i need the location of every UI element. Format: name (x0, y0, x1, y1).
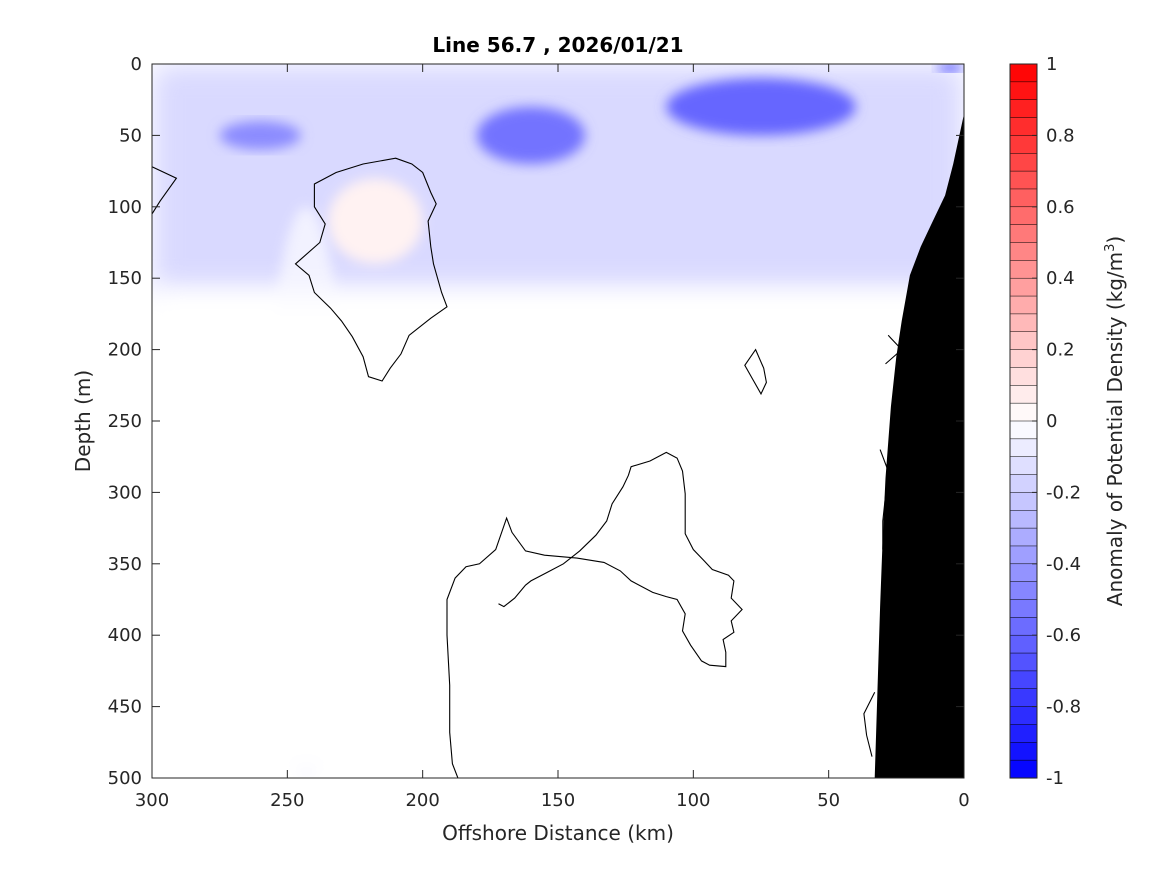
colorbar-level-38 (1009, 742, 1038, 761)
colorbar-level-34 (1009, 670, 1038, 690)
colorbar-level-2 (1009, 99, 1038, 119)
zero-contour-6 (863, 692, 876, 757)
colorbar-tick-label-9: -0.8 (1046, 697, 1081, 718)
colorbar-level-10 (1009, 242, 1038, 261)
colorbar-level-23 (1009, 474, 1038, 493)
y-tick-label-400: 400 (108, 625, 142, 646)
y-tick-label-250: 250 (108, 411, 142, 432)
colorbar-tick-label-6: -0.2 (1046, 482, 1081, 503)
colorbar-level-20 (1009, 420, 1038, 440)
colorbar-level-0 (1009, 63, 1038, 83)
y-tick-label-150: 150 (108, 268, 142, 289)
colorbar-level-37 (1009, 724, 1038, 743)
colorbar-level-25 (1009, 510, 1038, 529)
y-tick-label-50: 50 (119, 125, 142, 146)
colorbar-level-3 (1009, 117, 1038, 136)
colorbar-tick-label-2: 0.6 (1046, 197, 1075, 218)
colorbar-level-21 (1009, 438, 1038, 458)
colorbar-level-22 (1009, 456, 1038, 476)
field-region-1 (666, 78, 856, 136)
y-tick-label-350: 350 (108, 554, 142, 575)
x-tick-label-50: 50 (817, 790, 840, 811)
colorbar-tick-label-4: 0.2 (1046, 340, 1075, 361)
field-region-2 (476, 106, 586, 164)
x-tick-label-250: 250 (270, 790, 304, 811)
colorbar-label-superscript: 3 (1103, 244, 1118, 252)
colorbar-level-32 (1009, 634, 1038, 654)
y-axis: 0 50 100 150 200 250 300 350 400 450 500 (108, 54, 964, 789)
colorbar-level-17 (1009, 367, 1038, 386)
x-tick-label-150: 150 (541, 790, 575, 811)
colorbar-level-1 (1009, 81, 1038, 101)
colorbar: 1 0.8 0.6 0.4 0.2 0 -0.2 -0.4 -0.6 -0.8 -1 (1009, 54, 1081, 789)
y-axis-label: Depth (m) (71, 370, 95, 472)
colorbar-level-35 (1009, 688, 1038, 708)
colorbar-tick-label-10: -1 (1046, 768, 1064, 789)
colorbar-level-11 (1009, 260, 1038, 279)
colorbar-level-26 (1009, 527, 1038, 547)
colorbar-level-33 (1009, 652, 1038, 672)
colorbar-level-6 (1009, 170, 1038, 190)
colorbar-level-30 (1009, 599, 1038, 618)
zero-contour-0 (294, 157, 448, 382)
y-tick-label-500: 500 (108, 768, 142, 789)
zero-contour-1 (152, 166, 178, 215)
y-tick-label-0: 0 (131, 54, 142, 75)
colorbar-label: Anomaly of Potential Density (kg/m3) (1103, 236, 1127, 606)
density-anomaly-field (152, 64, 964, 778)
zero-contour-lines (152, 157, 903, 778)
colorbar-level-14 (1009, 313, 1038, 333)
x-tick-label-300: 300 (135, 790, 169, 811)
colorbar-level-8 (1009, 206, 1038, 226)
colorbar-level-9 (1009, 224, 1038, 244)
colorbar-level-19 (1009, 402, 1038, 422)
y-tick-label-100: 100 (108, 197, 142, 218)
colorbar-tick-label-5: 0 (1046, 411, 1057, 432)
colorbar-level-12 (1009, 277, 1038, 297)
colorbar-label-suffix: ) (1103, 236, 1127, 244)
colorbar-level-15 (1009, 331, 1038, 351)
chart-title: Line 56.7 , 2026/01/21 (432, 33, 683, 57)
colorbar-level-29 (1009, 581, 1038, 601)
colorbar-level-5 (1009, 153, 1038, 172)
colorbar-level-4 (1009, 135, 1038, 154)
zero-contour-2 (446, 451, 743, 778)
zero-contour-3 (744, 348, 767, 396)
field-region-4 (936, 64, 964, 72)
field-region-3 (219, 121, 301, 150)
plot-area (151, 63, 965, 779)
colorbar-level-18 (1009, 385, 1038, 404)
colorbar-level-27 (1009, 545, 1038, 565)
colorbar-tick-label-7: -0.4 (1046, 554, 1081, 575)
x-tick-label-100: 100 (676, 790, 710, 811)
colorbar-level-36 (1009, 706, 1038, 725)
x-axis: 300 250 200 150 100 50 0 (135, 64, 970, 811)
colorbar-level-7 (1009, 188, 1038, 208)
x-tick-label-0: 0 (958, 790, 969, 811)
colorbar-level-31 (1009, 617, 1038, 636)
y-tick-label-300: 300 (108, 482, 142, 503)
colorbar-level-28 (1009, 563, 1038, 583)
field-region-5 (327, 178, 423, 264)
colorbar-tick-label-3: 0.4 (1046, 268, 1075, 289)
colorbar-level-24 (1009, 492, 1038, 511)
field-region-7 (152, 292, 964, 778)
colorbar-level-39 (1009, 759, 1038, 779)
y-tick-label-200: 200 (108, 340, 142, 361)
colorbar-tick-label-8: -0.6 (1046, 625, 1081, 646)
seafloor-bathymetry (874, 113, 964, 778)
x-axis-label: Offshore Distance (km) (442, 821, 674, 845)
colorbar-label-prefix: Anomaly of Potential Density (kg/m (1103, 252, 1127, 606)
y-tick-label-450: 450 (108, 697, 142, 718)
colorbar-tick-label-0: 1 (1046, 54, 1057, 75)
x-tick-label-200: 200 (405, 790, 439, 811)
colorbar-level-13 (1009, 295, 1038, 315)
colorbar-level-16 (1009, 349, 1038, 369)
colorbar-tick-label-1: 0.8 (1046, 125, 1075, 146)
